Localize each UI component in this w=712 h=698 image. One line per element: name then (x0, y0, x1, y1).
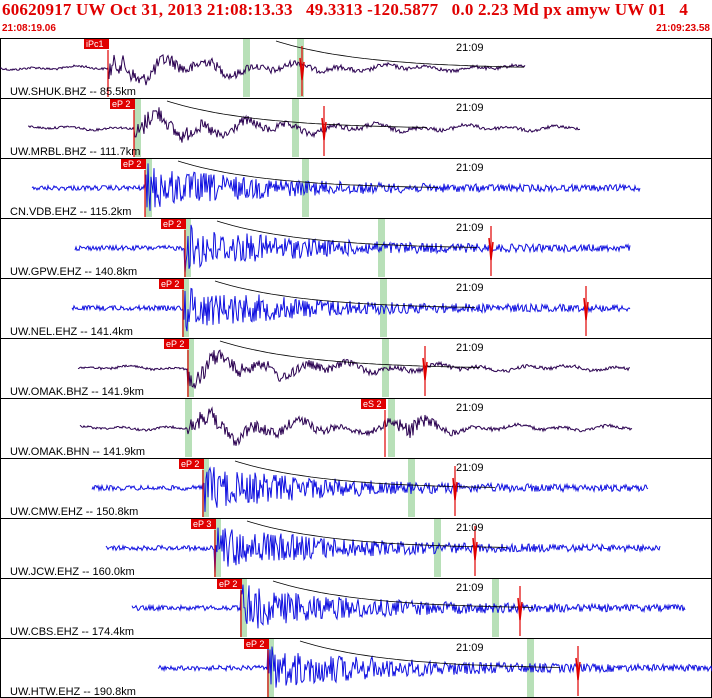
time-marker-label: 21:09 (456, 402, 484, 414)
pick-label: eP 2 (112, 99, 130, 109)
station-label: UW.MRBL.BHZ -- 111.7km (10, 146, 140, 158)
pick-label: eP 2 (166, 339, 184, 349)
pick-box (110, 99, 135, 109)
pick-box (121, 159, 146, 169)
pick-label: eP 2 (161, 279, 179, 289)
waveform-trace (131, 584, 686, 629)
coda-spike (575, 657, 581, 681)
station-label: UW.CMW.EHZ -- 150.8km (10, 506, 138, 518)
time-marker-label: 21:09 (456, 162, 484, 174)
decay-curve (299, 640, 560, 668)
station-label: UW.HTW.EHZ -- 190.8km (10, 686, 136, 698)
decay-curve (166, 100, 427, 128)
time-marker-label: 21:09 (456, 102, 484, 114)
decay-curve (275, 40, 525, 68)
decay-curve (177, 160, 438, 188)
time-marker-label: 21:09 (456, 642, 484, 654)
waveform-trace (105, 527, 661, 574)
time-marker-label: 21:09 (456, 282, 484, 294)
coda-spike (299, 57, 305, 81)
pick-label: eP 2 (246, 639, 264, 649)
pick-label: eP 2 (163, 219, 181, 229)
trace-row: iPc1 21:09 UW.SHUK.BHZ -- 85.5km (0, 39, 526, 98)
decay-curve (246, 520, 507, 548)
pick-label: eP 2 (123, 159, 141, 169)
time-marker-label: 21:09 (456, 462, 484, 474)
decay-curve (216, 220, 477, 248)
waveform-trace (71, 287, 631, 332)
waveform-trace (157, 645, 712, 688)
waveform-trace (79, 406, 633, 446)
trace-row: eP 2 21:09 UW.CBS.EHZ -- 174.4km (0, 578, 712, 638)
coda-spike (472, 537, 478, 561)
time-window (292, 99, 299, 157)
pick-box (217, 579, 242, 589)
waveform-trace (28, 107, 581, 143)
trace-row: eP 2 21:09 UW.MRBL.BHZ -- 111.7km (0, 98, 712, 158)
decay-curve (272, 580, 533, 608)
time-marker-label: 21:09 (456, 522, 484, 534)
station-label: UW.JCW.EHZ -- 160.0km (10, 566, 135, 578)
station-label: UW.SHUK.BHZ -- 85.5km (10, 86, 136, 98)
pick-box (179, 459, 204, 469)
time-marker-label: 21:09 (456, 222, 484, 234)
station-label: UW.OMAK.BHZ -- 141.9km (10, 386, 144, 398)
time-window (185, 399, 192, 457)
trace-row: eP 2 21:09 UW.HTW.EHZ -- 190.8km (0, 638, 712, 698)
coda-spike (422, 357, 428, 381)
pick-label: eP 3 (193, 519, 211, 529)
waveform-trace (31, 163, 641, 211)
station-label: UW.OMAK.BHN -- 141.9km (10, 446, 145, 458)
decay-curve (234, 460, 495, 488)
pick-box (161, 219, 186, 229)
pick-label: eP 2 (219, 579, 237, 589)
station-label: UW.GPW.EHZ -- 140.8km (10, 266, 137, 278)
trace-row: eP 2 21:09 UW.GPW.EHZ -- 140.8km (0, 218, 712, 278)
waveform-trace (91, 466, 649, 512)
trace-row: eP 3 21:09 UW.JCW.EHZ -- 160.0km (0, 518, 712, 578)
station-label: UW.NEL.EHZ -- 141.4km (10, 326, 133, 338)
decay-curve (214, 280, 475, 308)
coda-spike (488, 237, 494, 261)
record-header: 60620917 UW Oct 31, 2013 21:08:13.33 49.… (0, 0, 712, 38)
time-window (187, 339, 194, 397)
decay-curve (219, 340, 480, 368)
event-title: 60620917 UW Oct 31, 2013 21:08:13.33 49.… (2, 0, 689, 19)
pick-box (84, 39, 109, 49)
pick-label: iPc1 (86, 39, 104, 49)
pick-box (164, 339, 189, 349)
coda-spike (517, 597, 523, 621)
coda-spike (321, 117, 327, 141)
station-label: CN.VDB.EHZ -- 115.2km (10, 206, 131, 218)
trace-row: eP 2 21:09 UW.CMW.EHZ -- 150.8km (0, 458, 712, 518)
pick-label: eP 2 (181, 459, 199, 469)
trace-row: eP 2 21:09 UW.NEL.EHZ -- 141.4km (0, 278, 712, 338)
trace-row: eS 2 21:09 UW.OMAK.BHN -- 141.9km (0, 398, 712, 458)
time-window (243, 39, 250, 97)
waveform-trace (74, 224, 631, 273)
time-window (388, 399, 395, 457)
trace-row: eP 2 21:09 UW.OMAK.BHZ -- 141.9km (0, 338, 712, 398)
trace-row: eP 2 21:09 CN.VDB.EHZ -- 115.2km (0, 158, 712, 218)
pick-box (159, 279, 184, 289)
waveform-trace (77, 349, 631, 389)
coda-spike (583, 297, 589, 321)
time-marker-label: 21:09 (456, 582, 484, 594)
waveform-trace (0, 54, 526, 86)
time-window (240, 579, 247, 637)
pick-box (191, 519, 216, 529)
window-start-time: 21:08:19.06 (2, 23, 56, 34)
pick-box (244, 639, 269, 649)
time-marker-label: 21:09 (456, 342, 484, 354)
pick-box (361, 399, 386, 409)
window-end-time: 21:09:23.58 (656, 23, 710, 34)
station-label: UW.CBS.EHZ -- 174.4km (10, 626, 134, 638)
coda-spike (452, 477, 458, 501)
time-window (492, 579, 499, 637)
time-marker-label: 21:09 (456, 42, 484, 54)
pick-label: eS 2 (363, 399, 382, 409)
